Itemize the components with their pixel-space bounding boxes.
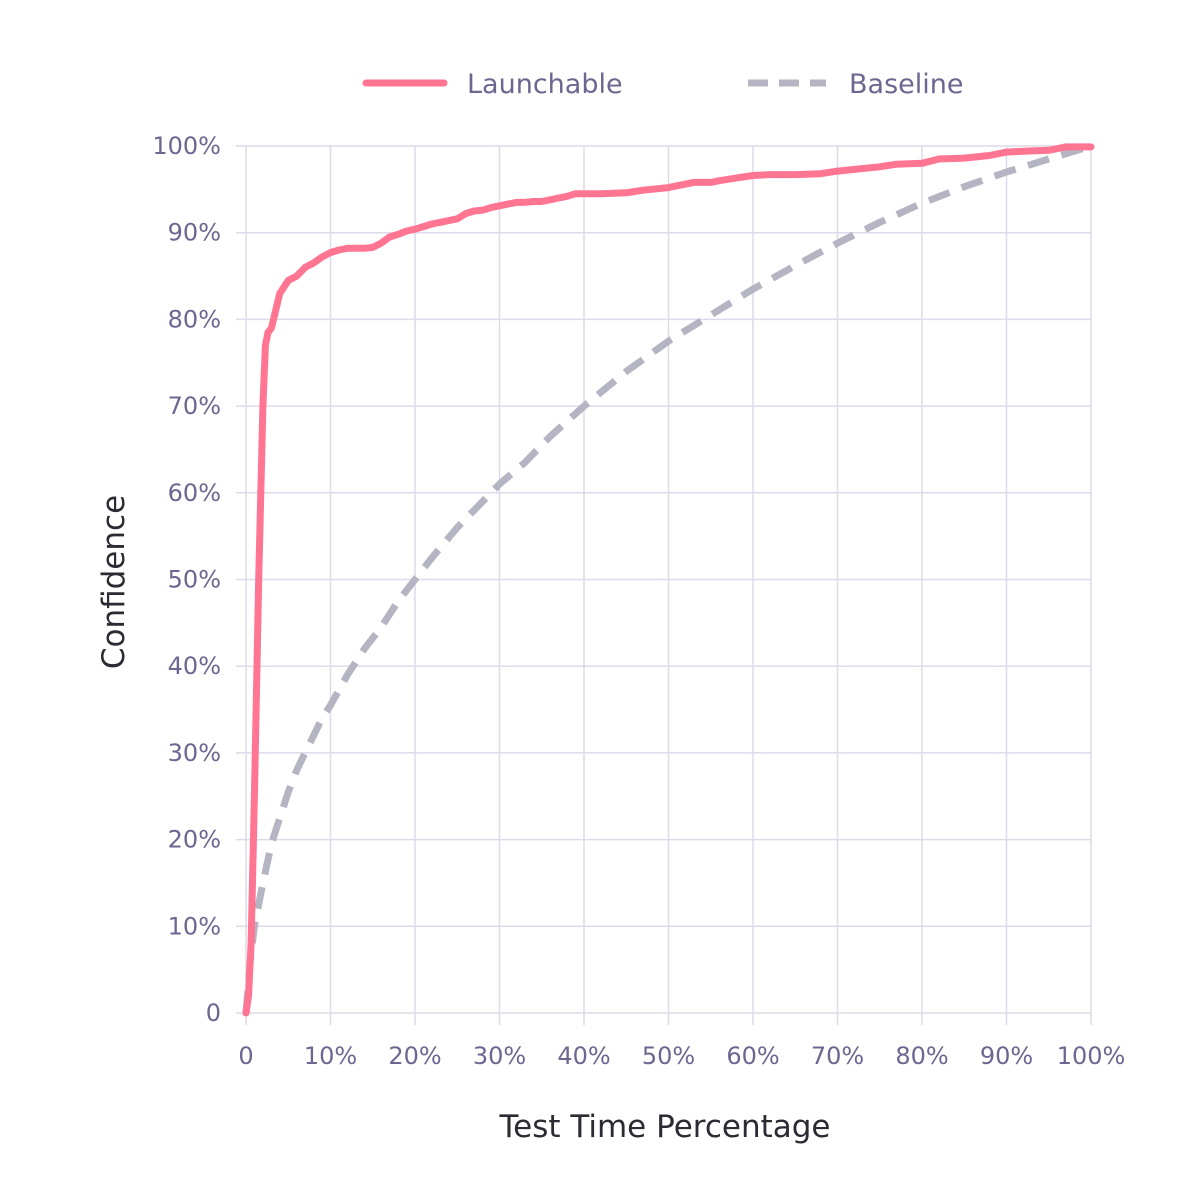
x-tick-label: 80% [895,1042,948,1070]
series-lines [242,142,1095,1017]
y-axis-title: Confidence [96,495,132,669]
x-tick-label: 90% [980,1042,1033,1070]
x-tick-label: 40% [557,1042,610,1070]
y-tick-label: 60% [168,479,221,507]
x-tick-label: 30% [473,1042,526,1070]
y-tick-label: 40% [168,652,221,680]
x-tick-label: 60% [726,1042,779,1070]
x-axis-title: Test Time Percentage [498,1109,830,1145]
tick-labels: 0 10% 20% 30% 40% 50% 60% 70% 80% 90% 100% 0 10% 20% 3… [152,132,1125,1070]
y-tick-label: 20% [168,826,221,854]
x-tick-label: 50% [642,1042,695,1070]
legend-label-baseline: Baseline [849,69,963,100]
y-tick-label: 0 [206,999,221,1027]
x-tick-label: 10% [304,1042,357,1070]
y-tick-label: 30% [168,739,221,767]
series-line-baseline [242,142,1093,1014]
y-tick-label: 100% [152,132,221,160]
y-tick-label: 10% [168,912,221,940]
y-tick-label: 90% [168,219,221,247]
y-tick-label: 50% [168,566,221,594]
grid [236,145,1092,1025]
x-tick-label: 20% [388,1042,441,1070]
legend-label-launchable: Launchable [467,69,623,100]
x-tick-label: 0 [238,1042,253,1070]
x-tick-label: 70% [811,1042,864,1070]
x-tick-label: 100% [1057,1042,1126,1070]
series-line-launchable [242,143,1095,1017]
legend: Launchable Baseline [362,69,963,100]
y-tick-label: 80% [168,305,221,333]
y-tick-label: 70% [168,392,221,420]
